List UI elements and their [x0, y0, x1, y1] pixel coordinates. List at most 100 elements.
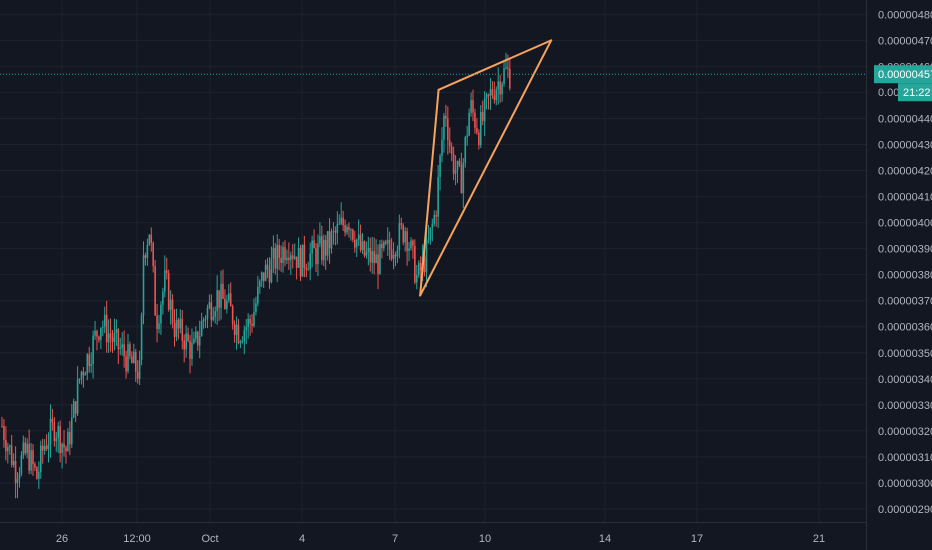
y-tick-label: 0.00000480 — [878, 9, 932, 21]
candle-body — [144, 255, 147, 258]
y-tick-label: 0.00000470 — [878, 35, 932, 47]
candle-body — [28, 443, 30, 471]
y-tick-label: 0.00000410 — [878, 192, 932, 204]
candle-body — [417, 262, 420, 276]
candle-body — [352, 229, 354, 240]
candle-body — [216, 290, 218, 312]
candle-body — [357, 234, 360, 240]
candle-body — [196, 331, 199, 346]
candle-body — [447, 118, 449, 141]
candle-body — [483, 98, 486, 121]
candle-body — [458, 160, 461, 166]
candle-body — [82, 371, 85, 376]
triangle-trendline-3[interactable] — [419, 88, 440, 297]
candle-body — [423, 256, 426, 273]
candle-body — [489, 89, 492, 96]
candle-body — [146, 244, 149, 258]
candle-body — [129, 344, 131, 357]
candle-body — [49, 418, 52, 445]
candle-body — [396, 250, 399, 257]
triangle-trendline-2[interactable] — [437, 39, 553, 91]
y-tick-label: 0.00000420 — [878, 166, 932, 178]
x-tick-label: 21 — [813, 533, 825, 545]
candle-body — [127, 344, 129, 372]
candle-body — [195, 331, 197, 339]
candle-body — [408, 248, 410, 251]
candle-body — [412, 240, 414, 246]
candle-body — [212, 316, 215, 320]
candle-body — [214, 311, 217, 317]
candle-body — [32, 450, 34, 465]
candle-body — [427, 239, 430, 241]
candle-body — [340, 217, 343, 224]
last-price-badge — [874, 65, 932, 84]
candle-body — [361, 241, 364, 251]
candle-body — [404, 231, 406, 243]
candle-body — [301, 244, 304, 277]
countdown-badge — [898, 83, 932, 102]
candle-body — [441, 139, 443, 156]
candle-body — [229, 293, 232, 307]
candle-body — [164, 270, 166, 292]
candle-body — [355, 239, 358, 248]
candle-body — [235, 324, 238, 335]
y-tick-label: 0.00000380 — [878, 270, 932, 282]
candle-body — [231, 306, 234, 325]
candle-body — [359, 234, 362, 251]
candle-body — [115, 329, 118, 333]
candle-body — [472, 100, 474, 113]
candle-body — [105, 314, 108, 343]
candle-body — [377, 254, 379, 274]
candle-body — [1, 425, 3, 427]
candle-body — [140, 315, 143, 360]
candle-body — [96, 330, 98, 337]
candle-body — [433, 214, 436, 224]
candle-body — [266, 264, 269, 270]
candle-body — [94, 330, 96, 336]
candle-body — [185, 333, 187, 350]
y-tick-label: 0.00000340 — [878, 374, 932, 386]
candle-body — [503, 68, 505, 84]
y-tick-label: 0.00000290 — [878, 504, 932, 516]
candle-body — [373, 251, 375, 264]
candle-body — [499, 81, 501, 95]
candle-body — [410, 240, 412, 249]
pattern-drawings[interactable] — [419, 39, 553, 297]
candle-body — [202, 319, 205, 322]
candle-body — [330, 231, 333, 249]
candle-body — [402, 224, 405, 243]
candle-body — [406, 231, 408, 251]
candle-body — [239, 342, 242, 344]
candle-body — [119, 347, 122, 349]
candle-body — [208, 302, 211, 308]
candle-body — [20, 455, 23, 474]
candle-body — [237, 324, 240, 344]
candle-body — [429, 227, 432, 240]
candle-body — [445, 115, 447, 119]
candle-body — [45, 445, 48, 449]
candle-body — [98, 336, 100, 340]
candle-body — [18, 473, 21, 480]
candle-body — [303, 244, 306, 268]
candle-body — [218, 290, 220, 308]
candle-body — [189, 340, 191, 359]
candle-body — [150, 234, 153, 244]
candle-body — [379, 244, 381, 274]
candle-body — [487, 94, 490, 96]
candle-body — [22, 442, 25, 456]
candle-body — [260, 272, 263, 281]
candle-body — [291, 255, 294, 259]
candle-body — [243, 330, 246, 342]
candle-body — [247, 318, 249, 328]
candle-body — [7, 447, 9, 452]
y-tick-label: 0.00000330 — [878, 400, 932, 412]
countdown-label: 21:22 — [903, 87, 931, 99]
x-tick-label: 4 — [299, 533, 305, 545]
x-tick-label: 17 — [691, 533, 703, 545]
candle-body — [24, 442, 27, 453]
candle-body — [226, 300, 228, 309]
triangle-trendline-1[interactable] — [419, 39, 553, 297]
candle-body — [416, 275, 418, 283]
candle-body — [173, 323, 176, 337]
